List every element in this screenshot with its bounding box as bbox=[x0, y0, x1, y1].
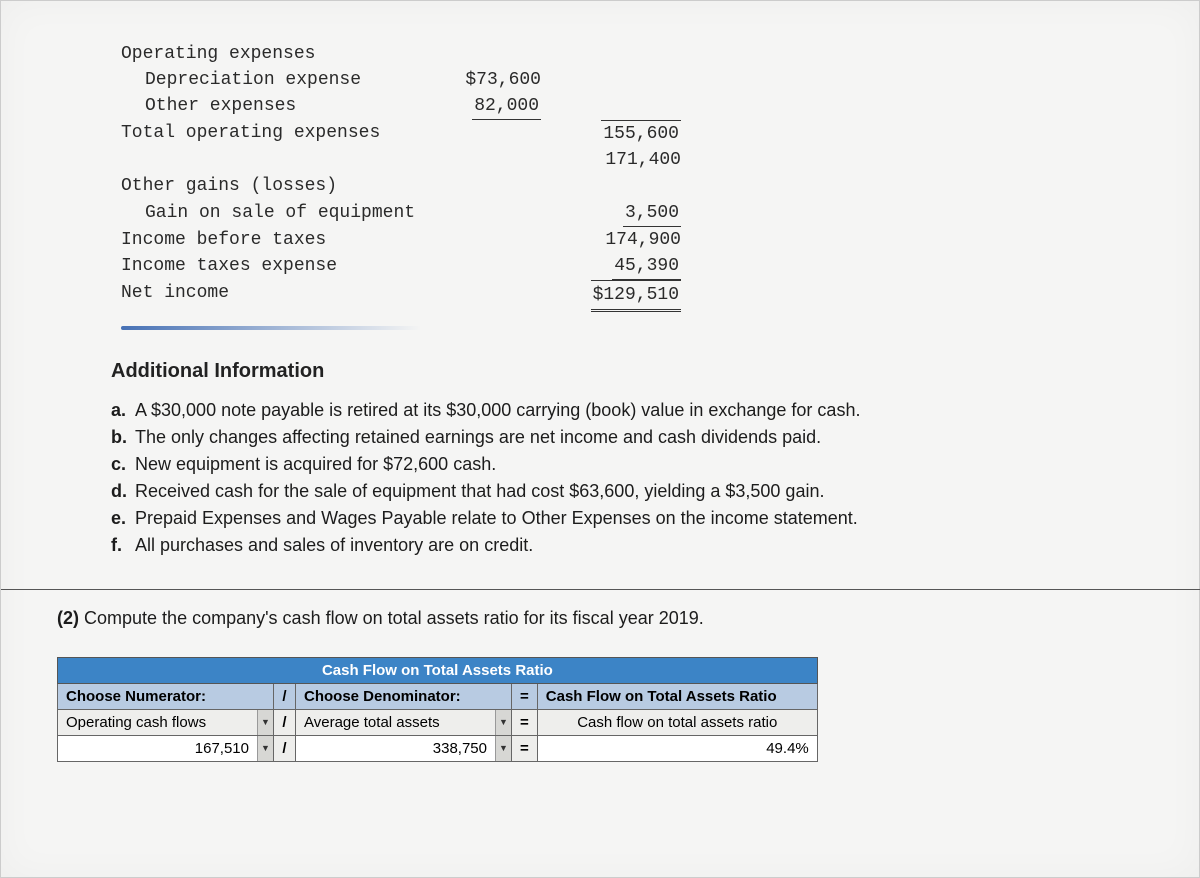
info-item: c.New equipment is acquired for $72,600 … bbox=[111, 451, 1149, 478]
income-statement-row: 171,400 bbox=[121, 147, 1149, 173]
info-bullet: b. bbox=[111, 424, 135, 451]
info-text: A $30,000 note payable is retired at its… bbox=[135, 397, 1149, 424]
chevron-down-icon: ▼ bbox=[257, 710, 273, 735]
denominator-header: Choose Denominator: bbox=[296, 683, 512, 709]
info-item: b.The only changes affecting retained ea… bbox=[111, 424, 1149, 451]
info-item: d.Received cash for the sale of equipmen… bbox=[111, 478, 1149, 505]
question-text: (2) Compute the company's cash flow on t… bbox=[57, 608, 1149, 629]
numerator-value-text: 167,510 bbox=[58, 736, 257, 761]
divider-header: / bbox=[274, 683, 296, 709]
is-value-col1 bbox=[441, 41, 561, 67]
is-value-col2: 45,390 bbox=[561, 253, 681, 280]
is-value-col1 bbox=[441, 280, 561, 312]
blue-divider bbox=[121, 326, 421, 330]
denominator-choice-text: Average total assets bbox=[296, 710, 495, 735]
additional-info-title: Additional Information bbox=[111, 360, 1149, 383]
income-statement-row: Income before taxes 174,900 bbox=[121, 227, 1149, 253]
ratio-value-row: 167,510 ▼ / 338,750 ▼ = 49.4% bbox=[58, 735, 818, 761]
is-label: Gain on sale of equipment bbox=[121, 200, 441, 227]
ratio-choice-row: Operating cash flows ▼ / Average total a… bbox=[58, 709, 818, 735]
additional-info-list: a.A $30,000 note payable is retired at i… bbox=[111, 397, 1149, 559]
divider-cell: / bbox=[274, 709, 296, 735]
is-value-col2: 174,900 bbox=[561, 227, 681, 253]
info-bullet: a. bbox=[111, 397, 135, 424]
info-bullet: d. bbox=[111, 478, 135, 505]
is-value-col2: $129,510 bbox=[561, 280, 681, 312]
is-value-col2: 155,600 bbox=[561, 120, 681, 147]
info-item: f.All purchases and sales of inventory a… bbox=[111, 532, 1149, 559]
is-value-col2: 171,400 bbox=[561, 147, 681, 173]
denominator-value-input[interactable]: 338,750 ▼ bbox=[296, 735, 512, 761]
income-statement-row: Operating expenses bbox=[121, 41, 1149, 67]
is-label: Net income bbox=[121, 280, 441, 312]
ratio-table-title: Cash Flow on Total Assets Ratio bbox=[58, 657, 818, 683]
is-label: Income before taxes bbox=[121, 227, 441, 253]
result-header: Cash Flow on Total Assets Ratio bbox=[537, 683, 817, 709]
ratio-table: Cash Flow on Total Assets Ratio Choose N… bbox=[57, 657, 818, 762]
is-value-col2 bbox=[561, 41, 681, 67]
income-statement-row: Other gains (losses) bbox=[121, 173, 1149, 199]
income-statement-row: Gain on sale of equipment 3,500 bbox=[121, 200, 1149, 227]
info-text: Received cash for the sale of equipment … bbox=[135, 478, 1149, 505]
is-value-col2: 3,500 bbox=[561, 200, 681, 227]
info-bullet: f. bbox=[111, 532, 135, 559]
numerator-header: Choose Numerator: bbox=[58, 683, 274, 709]
info-item: e.Prepaid Expenses and Wages Payable rel… bbox=[111, 505, 1149, 532]
income-statement: Operating expensesDepreciation expense$7… bbox=[121, 41, 1149, 330]
info-bullet: e. bbox=[111, 505, 135, 532]
question-body: Compute the company's cash flow on total… bbox=[84, 608, 704, 628]
is-label: Depreciation expense bbox=[121, 67, 441, 93]
equals-cell-2: = bbox=[512, 735, 538, 761]
result-value: 49.4% bbox=[537, 735, 817, 761]
info-text: Prepaid Expenses and Wages Payable relat… bbox=[135, 505, 1149, 532]
info-bullet: c. bbox=[111, 451, 135, 478]
info-text: The only changes affecting retained earn… bbox=[135, 424, 1149, 451]
is-value-col1 bbox=[441, 200, 561, 227]
equals-header: = bbox=[512, 683, 538, 709]
numerator-choice-text: Operating cash flows bbox=[58, 710, 257, 735]
page-container: Operating expensesDepreciation expense$7… bbox=[0, 0, 1200, 878]
is-label: Operating expenses bbox=[121, 41, 441, 67]
is-value-col1 bbox=[441, 147, 561, 173]
numerator-value-input[interactable]: 167,510 ▼ bbox=[58, 735, 274, 761]
is-value-col2 bbox=[561, 93, 681, 120]
is-value-col1 bbox=[441, 120, 561, 147]
is-value-col1 bbox=[441, 253, 561, 280]
info-item: a.A $30,000 note payable is retired at i… bbox=[111, 397, 1149, 424]
is-label: Income taxes expense bbox=[121, 253, 441, 280]
is-label bbox=[121, 147, 441, 173]
is-value-col2 bbox=[561, 67, 681, 93]
income-statement-row: Total operating expenses 155,600 bbox=[121, 120, 1149, 147]
chevron-down-icon: ▼ bbox=[495, 710, 511, 735]
question-number: (2) bbox=[57, 608, 79, 628]
income-statement-row: Net income $129,510 bbox=[121, 280, 1149, 312]
is-value-col1 bbox=[441, 173, 561, 199]
is-value-col1: $73,600 bbox=[441, 67, 561, 93]
is-label: Other gains (losses) bbox=[121, 173, 441, 199]
denominator-value-text: 338,750 bbox=[296, 736, 495, 761]
income-statement-row: Income taxes expense 45,390 bbox=[121, 253, 1149, 280]
info-text: New equipment is acquired for $72,600 ca… bbox=[135, 451, 1149, 478]
chevron-down-icon: ▼ bbox=[257, 736, 273, 761]
is-value-col1 bbox=[441, 227, 561, 253]
chevron-down-icon: ▼ bbox=[495, 736, 511, 761]
ratio-header-row: Choose Numerator: / Choose Denominator: … bbox=[58, 683, 818, 709]
is-label: Other expenses bbox=[121, 93, 441, 120]
info-text: All purchases and sales of inventory are… bbox=[135, 532, 1149, 559]
section-divider bbox=[1, 589, 1200, 590]
is-value-col1: 82,000 bbox=[441, 93, 561, 120]
income-statement-row: Other expenses82,000 bbox=[121, 93, 1149, 120]
divider-cell-2: / bbox=[274, 735, 296, 761]
income-statement-row: Depreciation expense$73,600 bbox=[121, 67, 1149, 93]
equals-cell: = bbox=[512, 709, 538, 735]
numerator-dropdown[interactable]: Operating cash flows ▼ bbox=[58, 709, 274, 735]
result-row-label: Cash flow on total assets ratio bbox=[537, 709, 817, 735]
is-label: Total operating expenses bbox=[121, 120, 441, 147]
is-value-col2 bbox=[561, 173, 681, 199]
denominator-dropdown[interactable]: Average total assets ▼ bbox=[296, 709, 512, 735]
